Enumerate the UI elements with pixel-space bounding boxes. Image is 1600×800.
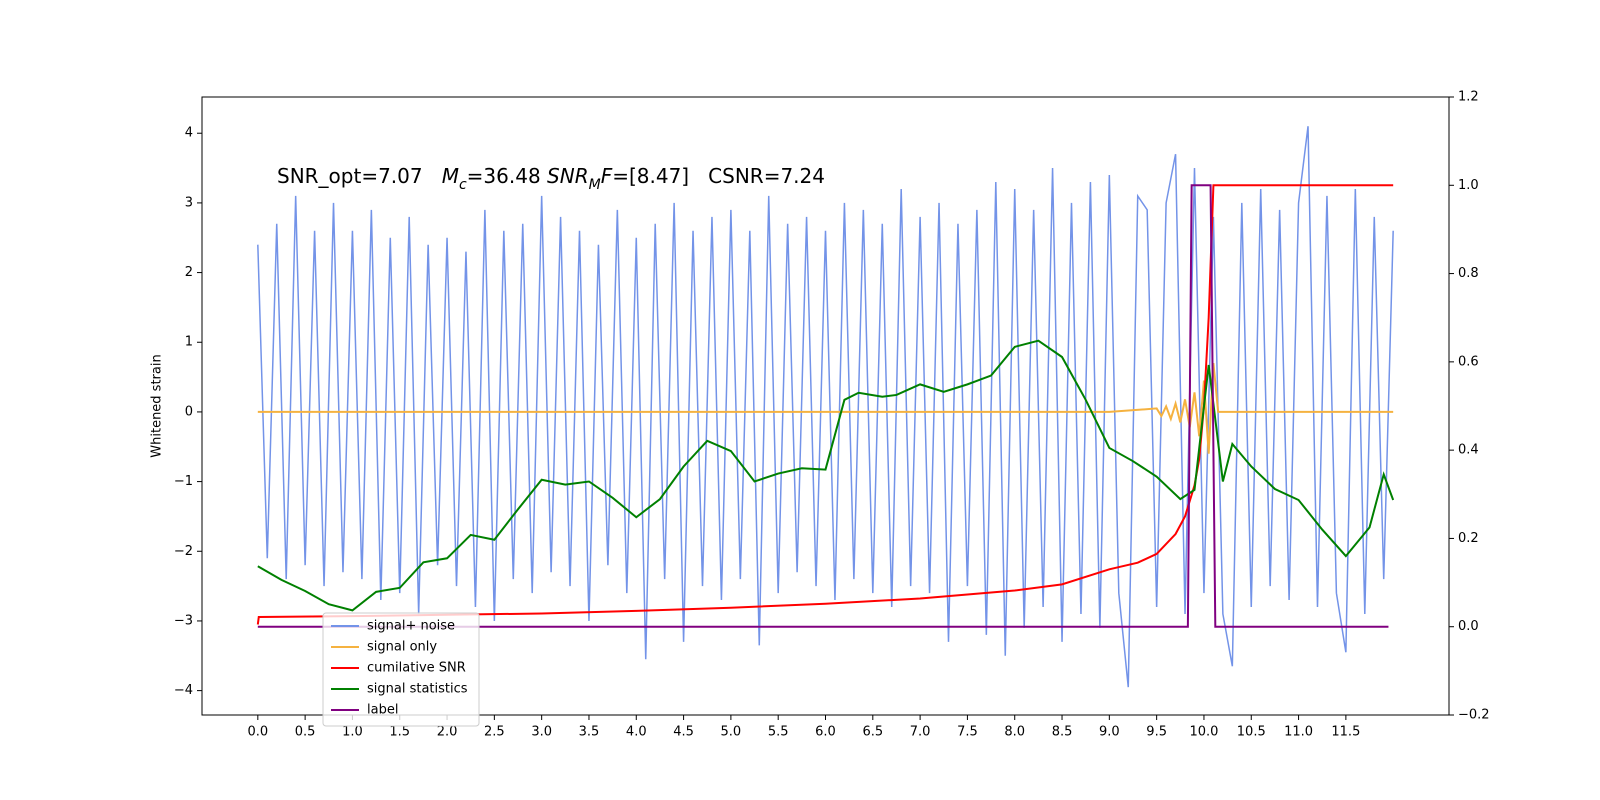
x-tick-label: 3.0 (531, 725, 552, 740)
series-line (257, 126, 1394, 688)
annotation-part: =36.48 (467, 164, 547, 188)
y-tick-label: −4 (174, 683, 193, 698)
y-tick-label: −1 (174, 474, 193, 489)
y-tick-label: 2 (185, 265, 193, 280)
legend-label: signal statistics (367, 682, 468, 697)
x-tick-label: 4.5 (673, 725, 694, 740)
x-tick-label: 0.5 (295, 725, 316, 740)
legend-label: cumilative SNR (367, 661, 466, 676)
annotation-part: SNR_opt=7.07 (277, 164, 442, 188)
y2-tick-label: 0.8 (1458, 266, 1479, 281)
annotation-part: SNR (547, 164, 589, 188)
x-tick-label: 10.0 (1189, 725, 1218, 740)
annotation: SNR_opt=7.07 Mc=36.48 SNRMF=[8.47] CSNR=… (277, 164, 825, 194)
y2-tick-label: −0.2 (1458, 708, 1490, 723)
x-tick-label: 2.5 (484, 725, 505, 740)
y-tick-label: 3 (185, 195, 193, 210)
x-tick-label: 1.5 (389, 725, 410, 740)
y2-tick-label: 1.0 (1458, 178, 1479, 193)
x-tick-label: 11.5 (1331, 725, 1360, 740)
y-tick-label: 4 (185, 126, 193, 141)
series-line (257, 363, 1394, 454)
y-axis-label: Whitened strain (150, 354, 165, 457)
x-tick-label: 10.5 (1237, 725, 1266, 740)
y2-tick-label: 0.6 (1458, 354, 1479, 369)
y-tick-label: 0 (185, 404, 193, 419)
annotation-part: M (589, 177, 601, 193)
annotation-part: =[8.47] CSNR=7.24 (612, 164, 825, 188)
x-tick-label: 5.5 (768, 725, 789, 740)
x-tick-label: 8.5 (1052, 725, 1073, 740)
x-tick-label: 9.5 (1146, 725, 1167, 740)
x-tick-label: 11.0 (1284, 725, 1313, 740)
y2-tick-label: 0.0 (1458, 619, 1479, 634)
series-line (257, 339, 1395, 612)
annotation-part: c (459, 177, 467, 193)
y-tick-label: 1 (185, 335, 193, 350)
x-tick-label: 8.0 (1004, 725, 1025, 740)
x-tick-label: 7.5 (957, 725, 978, 740)
legend-box (322, 612, 480, 727)
series-line (257, 184, 1389, 628)
x-tick-label: 9.0 (1099, 725, 1120, 740)
x-tick-label: 3.5 (579, 725, 600, 740)
y2-tick-label: 0.2 (1458, 531, 1479, 546)
x-tick-label: 1.0 (342, 725, 363, 740)
y2-tick-label: 1.2 (1458, 90, 1479, 105)
annotation-part: M (442, 164, 459, 188)
legend-label: signal only (367, 640, 437, 655)
y-tick-label: −3 (174, 613, 193, 628)
legend-label: signal+ noise (367, 619, 455, 634)
y2-tick-label: 0.4 (1458, 443, 1479, 458)
annotation-part: F (601, 164, 613, 188)
legend-label: label (367, 703, 398, 718)
x-tick-label: 6.0 (815, 725, 836, 740)
x-tick-label: 6.5 (862, 725, 883, 740)
y-tick-label: −2 (174, 544, 193, 559)
x-tick-label: 4.0 (626, 725, 647, 740)
x-tick-label: 2.0 (437, 725, 458, 740)
x-tick-label: 7.0 (910, 725, 931, 740)
x-tick-label: 5.0 (721, 725, 742, 740)
x-tick-label: 0.0 (247, 725, 268, 740)
